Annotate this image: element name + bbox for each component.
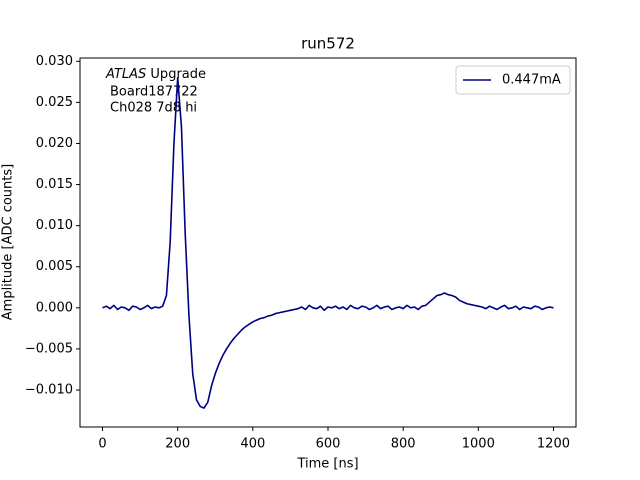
data-line bbox=[102, 76, 554, 409]
y-tick-label: 0.000 bbox=[36, 300, 73, 315]
x-tick-label: 400 bbox=[240, 437, 265, 452]
y-tick-label: 0.015 bbox=[36, 177, 73, 192]
y-tick-label: 0.020 bbox=[36, 136, 73, 151]
x-tick-label: 0 bbox=[98, 437, 106, 452]
y-tick-label: 0.030 bbox=[36, 54, 73, 69]
plot-frame bbox=[79, 57, 577, 428]
x-tick-label: 1000 bbox=[462, 437, 495, 452]
annotation: ATLAS Upgrade bbox=[105, 67, 206, 82]
y-tick-label: 0.005 bbox=[36, 259, 73, 274]
y-tick-label: 0.025 bbox=[36, 95, 73, 110]
x-tick-label: 600 bbox=[316, 437, 341, 452]
legend-box bbox=[455, 65, 571, 95]
x-axis-label: Time [ns] bbox=[296, 457, 358, 472]
annotation-line: Board187722 bbox=[110, 85, 198, 100]
legend-label: 0.447mA bbox=[502, 73, 561, 88]
x-tick-label: 200 bbox=[165, 437, 190, 452]
annotation-text: Upgrade bbox=[150, 67, 206, 82]
chart-title: run572 bbox=[301, 35, 355, 53]
legend: 0.447mA bbox=[455, 65, 571, 95]
y-tick-label: −0.010 bbox=[25, 383, 73, 398]
y-tick-label: 0.010 bbox=[36, 218, 73, 233]
x-tick-label: 800 bbox=[391, 437, 416, 452]
x-tick-label: 1200 bbox=[537, 437, 570, 452]
y-tick-label: −0.005 bbox=[25, 341, 73, 356]
y-axis-label: Amplitude [ADC counts] bbox=[1, 164, 16, 320]
annotation-italic: ATLAS bbox=[105, 67, 146, 82]
annotation-line: Ch028 7d8 hi bbox=[110, 101, 197, 116]
